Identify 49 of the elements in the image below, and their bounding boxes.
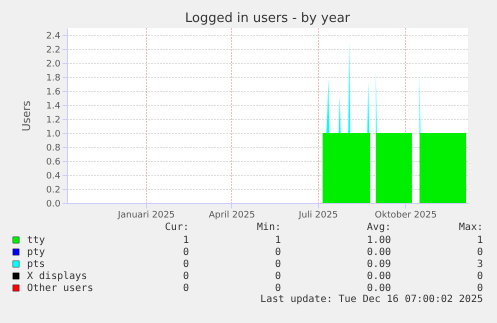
y-tick-label: 0.6: [46, 158, 61, 168]
y-tick-label: 1.2: [46, 116, 60, 126]
text: 3: [476, 259, 483, 270]
y-tick-label: 1.4: [46, 102, 61, 112]
text: 0: [274, 247, 281, 258]
y-tick-label: 2.0: [46, 60, 61, 70]
text: 0: [182, 271, 189, 282]
text: 1: [274, 235, 281, 246]
y-tick-label: 0.2: [46, 186, 60, 196]
text: 0: [274, 271, 281, 282]
text: 0: [476, 271, 483, 282]
text: 1.00: [366, 235, 391, 246]
x-tick-label: April 2025: [208, 210, 256, 220]
y-tick-label: 1.6: [46, 88, 61, 98]
y-tick-label: 0.0: [46, 200, 61, 210]
text: 0: [476, 283, 483, 294]
y-tick-label: 2.2: [46, 46, 60, 56]
text: Max:: [458, 222, 483, 233]
y-tick-label: 0.8: [46, 144, 61, 154]
text: 1: [476, 235, 483, 246]
text: 1: [182, 235, 189, 246]
y-tick-label: 0.4: [46, 172, 61, 182]
text: 0: [274, 283, 281, 294]
legend-label: tty: [27, 235, 46, 246]
y-tick-label: 2.4: [46, 32, 61, 42]
text: 0.09: [366, 259, 391, 270]
y-tick-label: 1.0: [46, 130, 61, 140]
x-tick-label: Juli 2025: [298, 210, 338, 220]
text: 0.00: [366, 283, 391, 294]
legend-label: pty: [27, 247, 46, 258]
text: Last update: Tue Dec 16 07:00:02 2025: [260, 294, 483, 305]
legend-label: Other users: [27, 283, 94, 294]
text: Min:: [256, 222, 281, 233]
x-tick-label: Januari 2025: [116, 210, 175, 220]
legend-label: pts: [27, 259, 46, 270]
text: 0.00: [366, 247, 391, 258]
chart-title: Logged in users - by year: [184, 11, 351, 26]
text: 0.00: [366, 271, 391, 282]
x-tick-label: Oktober 2025: [374, 210, 437, 220]
text: 0: [182, 283, 189, 294]
legend-label: X displays: [27, 271, 88, 282]
y-axis-title: Users: [20, 100, 34, 132]
text: 0: [274, 259, 281, 270]
text: 0: [476, 247, 483, 258]
text: Avg:: [366, 222, 391, 233]
text: 0: [182, 259, 189, 270]
text: Cur:: [164, 222, 189, 233]
y-tick-label: 1.8: [46, 74, 61, 84]
text: 0: [182, 247, 189, 258]
